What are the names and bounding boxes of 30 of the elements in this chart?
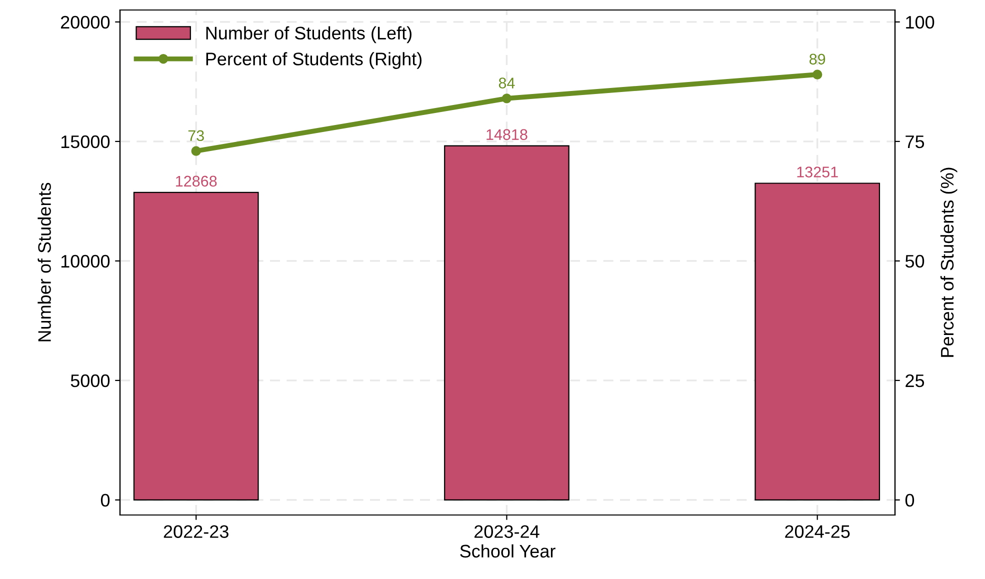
y2-tick-label: 50 [905, 254, 924, 268]
y2-axis-title: Percent of Students (%) [940, 168, 958, 357]
data-label: 73 [188, 130, 204, 142]
data-label: 13251 [797, 166, 838, 178]
bar [133, 192, 259, 500]
bar [754, 182, 880, 500]
y-tick-label: 15000 [61, 135, 110, 148]
x-axis-title: School Year [460, 544, 556, 558]
point [191, 146, 201, 156]
x-tick-label: 2022-23 [164, 525, 228, 538]
point [502, 94, 512, 104]
y-tick-label: 10000 [61, 254, 110, 268]
y-tick-label: 5000 [70, 374, 110, 388]
data-label: 89 [810, 54, 826, 65]
legend-label: Percent of Students (Right) [206, 52, 422, 69]
bar [444, 145, 570, 500]
y-tick-label: 20000 [60, 16, 110, 29]
x-tick-label: 2023-24 [474, 525, 540, 538]
y-axis-title: Number of Students [38, 182, 51, 342]
y2-tick-label: 25 [906, 374, 924, 388]
y2-tick-label: 0 [905, 494, 914, 507]
point [812, 70, 822, 80]
x-tick-label: 2024-25 [785, 525, 850, 538]
data-label: 14818 [486, 129, 528, 140]
y2-tick-label: 75 [906, 136, 924, 148]
y-tick-label: 0 [100, 494, 110, 507]
legend-label: Number of Students (Left) [206, 26, 412, 44]
data-label: 84 [498, 78, 515, 88]
y2-tick-label: 100 [906, 16, 934, 29]
data-label: 12868 [176, 176, 217, 187]
